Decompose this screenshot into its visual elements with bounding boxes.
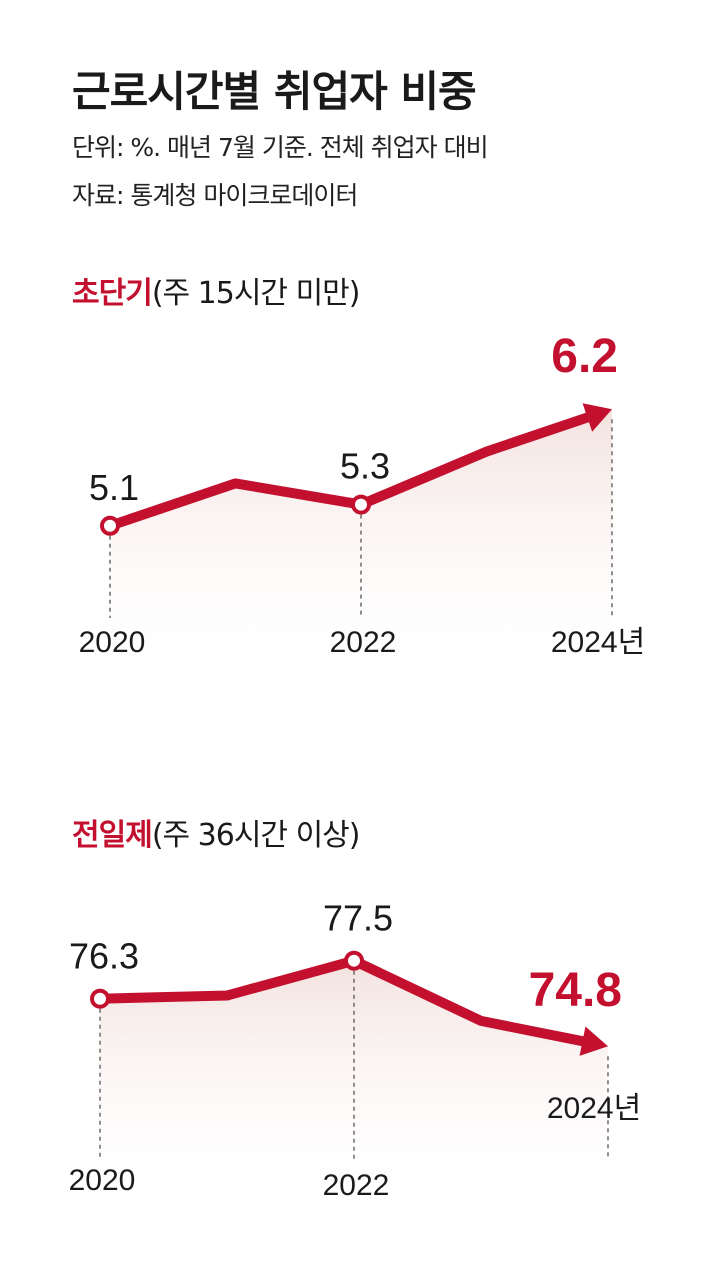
- full-time-subtitle: (주 36시간 이상): [151, 818, 361, 853]
- full-time-point-2022: [344, 950, 364, 971]
- full-time-data-label-2020: 76.3: [69, 936, 139, 977]
- short-hours-data-label-2022: 5.3: [340, 446, 390, 487]
- full-time-x-tick-2020: 2020: [69, 1164, 136, 1197]
- short-hours-data-label-2024: 6.2: [551, 330, 618, 383]
- unit-note: 단위: %. 매년 7월 기준. 전체 취업자 대비: [72, 133, 489, 162]
- short-hours-heading: 초단기(주 15시간 미만): [72, 268, 361, 312]
- full-time-data-label-2024: 74.8: [529, 964, 622, 1017]
- short-hours-x-tick-2022: 2022: [330, 626, 397, 659]
- full-time-point-2020: [90, 988, 110, 1009]
- full-time-x-tick-2024: 2024년: [547, 1092, 641, 1125]
- short-hours-title: 초단기: [72, 276, 153, 311]
- short-hours-x-tick-2024: 2024년: [551, 626, 645, 659]
- full-time-title: 전일제: [72, 818, 153, 853]
- short-hours-data-label-2020: 5.1: [89, 467, 139, 508]
- full-time-x-tick-2022: 2022: [323, 1169, 390, 1202]
- full-time-data-label-2022: 77.5: [323, 898, 393, 939]
- page-title: 근로시간별 취업자 비중: [72, 67, 477, 116]
- short-hours-point-2020: [100, 515, 120, 536]
- short-hours-point-2022: [351, 494, 371, 515]
- short-hours-subtitle: (주 15시간 미만): [151, 276, 361, 311]
- source-note: 자료: 통계청 마이크로데이터: [72, 181, 358, 210]
- full-time-heading: 전일제(주 36시간 이상): [72, 810, 361, 854]
- short-hours-arrowhead-2024: [582, 403, 612, 432]
- short-hours-chart: 5.1 5.3 6.2 2020 2022 2024년: [79, 330, 645, 690]
- short-hours-x-tick-2020: 2020: [79, 626, 146, 659]
- full-time-arrowhead-2024: [579, 1026, 608, 1056]
